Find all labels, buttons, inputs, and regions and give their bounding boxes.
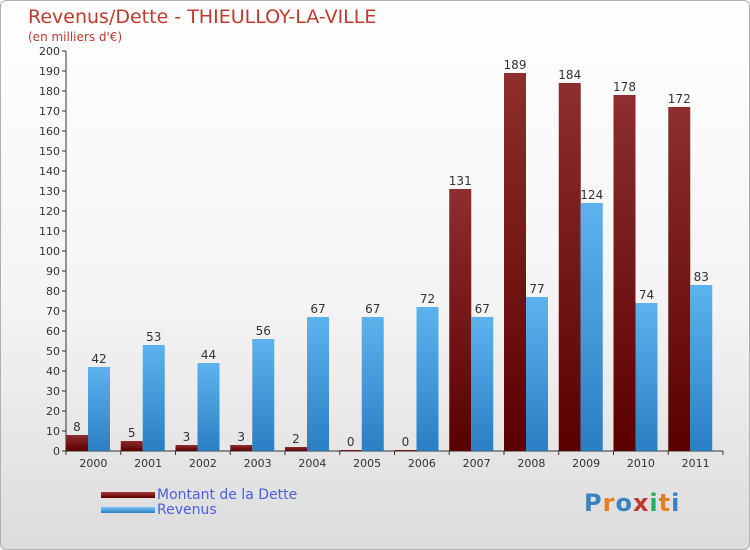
data-label-dette: 3 — [183, 430, 191, 444]
data-label-revenus: 67 — [310, 302, 325, 316]
data-label-dette: 172 — [668, 92, 691, 106]
bar-revenus — [580, 203, 603, 451]
logo-letter: x — [632, 489, 650, 517]
data-label-dette: 178 — [613, 80, 636, 94]
chart-subtitle: (en milliers d'€) — [28, 30, 123, 44]
x-tick-label: 2002 — [189, 457, 217, 470]
y-tick-label: 20 — [46, 405, 60, 418]
data-label-dette: 189 — [504, 58, 527, 72]
bar-dette — [285, 447, 307, 451]
bar-dette — [613, 95, 636, 451]
x-tick-label: 2005 — [353, 457, 381, 470]
data-label-dette: 184 — [558, 68, 581, 82]
logo-letter: i — [649, 489, 659, 517]
logo-letter: i — [671, 489, 681, 517]
y-tick-label: 70 — [46, 305, 60, 318]
bar-dette — [175, 445, 198, 451]
data-label-dette: 8 — [73, 420, 81, 434]
logo-letter: o — [615, 489, 633, 517]
logo-letter: r — [602, 489, 616, 517]
bar-revenus — [471, 317, 494, 451]
logo-letter: t — [658, 489, 672, 517]
y-tick-label: 160 — [39, 125, 60, 138]
data-label-revenus: 44 — [201, 348, 216, 362]
data-label-dette: 5 — [128, 426, 136, 440]
y-tick-label: 40 — [46, 365, 60, 378]
chart-title: Revenus/Dette - THIEULLOY-LA-VILLE — [28, 6, 377, 28]
bar-revenus — [88, 367, 110, 451]
x-tick-label: 2011 — [682, 457, 710, 470]
legend-item-dette: Montant de la Dette — [101, 487, 298, 503]
bar-dette — [230, 445, 253, 451]
bar-revenus — [526, 297, 548, 451]
data-label-revenus: 77 — [529, 282, 544, 296]
y-tick-label: 200 — [39, 45, 60, 58]
bar-revenus — [361, 317, 384, 451]
y-tick-label: 130 — [39, 185, 60, 198]
y-tick-label: 90 — [46, 265, 60, 278]
x-tick-label: 2008 — [517, 457, 545, 470]
data-label-dette: 0 — [347, 435, 355, 449]
data-label-revenus: 67 — [365, 302, 380, 316]
x-tick-label: 2007 — [463, 457, 491, 470]
proxiti-logo: Proxiti — [584, 489, 680, 517]
bar-revenus — [635, 303, 658, 451]
y-tick-label: 110 — [39, 225, 60, 238]
legend-item-revenus: Revenus — [101, 502, 217, 518]
x-tick-label: 2010 — [627, 457, 655, 470]
y-tick-label: 10 — [46, 425, 60, 438]
data-label-revenus: 67 — [475, 302, 490, 316]
bar-dette — [558, 83, 581, 451]
bar-revenus — [307, 317, 329, 451]
y-tick-label: 150 — [39, 145, 60, 158]
y-tick-label: 30 — [46, 385, 60, 398]
data-label-dette: 2 — [292, 432, 300, 446]
x-tick-label: 2006 — [408, 457, 436, 470]
y-tick-label: 140 — [39, 165, 60, 178]
data-label-revenus: 53 — [146, 330, 161, 344]
y-tick-label: 50 — [46, 345, 60, 358]
data-label-revenus: 56 — [256, 324, 271, 338]
x-tick-label: 2004 — [298, 457, 326, 470]
logo-letter: P — [584, 489, 603, 517]
legend-label-revenus: Revenus — [157, 502, 217, 518]
x-tick-label: 2001 — [134, 457, 162, 470]
legend-label-dette: Montant de la Dette — [157, 487, 298, 503]
data-label-revenus: 124 — [580, 188, 603, 202]
y-tick-label: 80 — [46, 285, 60, 298]
bar-dette — [449, 189, 472, 451]
y-tick-label: 60 — [46, 325, 60, 338]
data-label-revenus: 72 — [420, 292, 435, 306]
data-label-dette: 3 — [237, 430, 245, 444]
data-label-dette: 131 — [449, 174, 472, 188]
bar-revenus — [197, 363, 220, 451]
legend-swatch-dette — [101, 492, 155, 498]
data-label-revenus: 83 — [694, 270, 709, 284]
data-label-dette: 0 — [402, 435, 410, 449]
x-tick-label: 2009 — [572, 457, 600, 470]
data-label-revenus: 42 — [91, 352, 106, 366]
y-tick-label: 120 — [39, 205, 60, 218]
bar-revenus — [416, 307, 439, 451]
legend-swatch-revenus — [101, 507, 155, 513]
bar-dette — [394, 450, 417, 451]
bar-dette — [339, 450, 362, 451]
bar-revenus — [142, 345, 165, 451]
x-tick-label: 2003 — [244, 457, 272, 470]
bar-dette — [120, 441, 143, 451]
data-label-revenus: 74 — [639, 288, 654, 302]
y-tick-label: 0 — [53, 445, 60, 458]
y-tick-label: 100 — [39, 245, 60, 258]
y-tick-label: 170 — [39, 105, 60, 118]
y-tick-label: 180 — [39, 85, 60, 98]
bar-revenus — [252, 339, 275, 451]
x-tick-label: 2000 — [79, 457, 107, 470]
y-tick-label: 190 — [39, 65, 60, 78]
bar-dette — [66, 435, 88, 451]
bar-dette — [668, 107, 691, 451]
bar-revenus — [690, 285, 713, 451]
bar-dette — [504, 73, 526, 451]
